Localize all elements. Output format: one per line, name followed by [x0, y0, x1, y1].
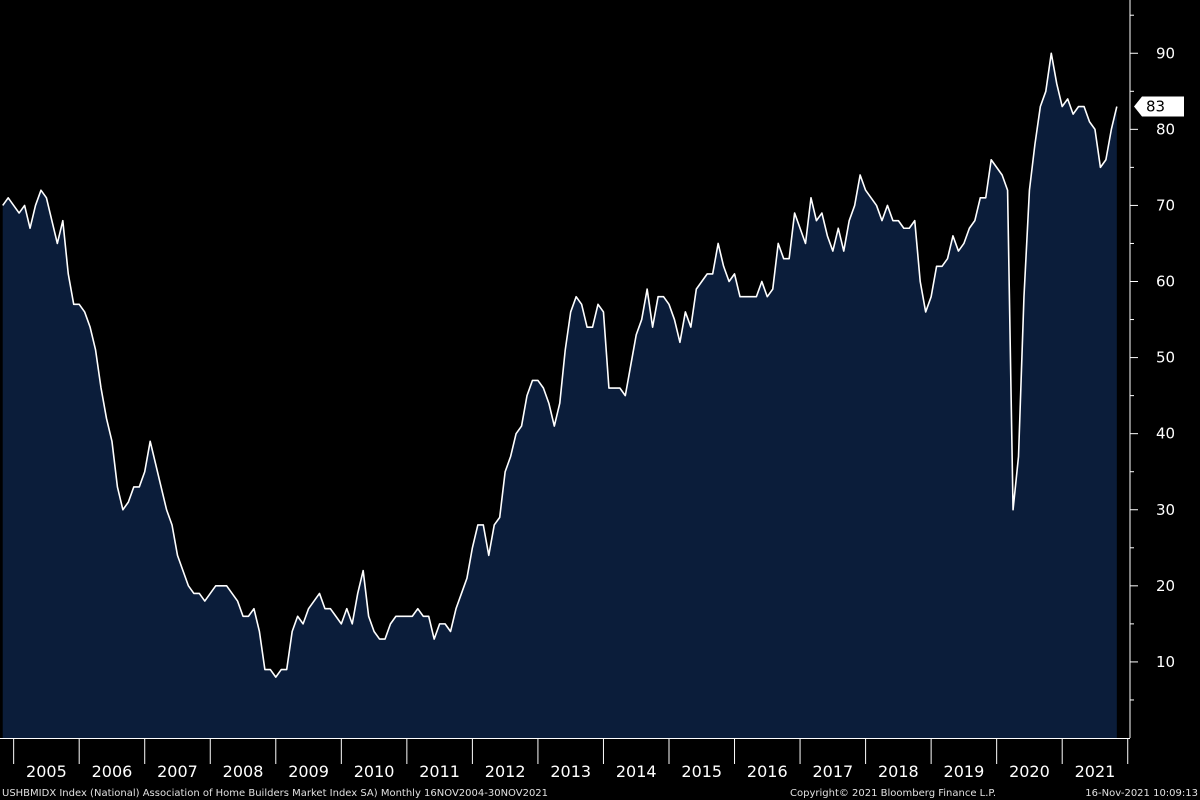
y-tick-label: 30 — [1156, 501, 1175, 519]
y-tick-label: 10 — [1156, 653, 1175, 671]
y-tick-label: 90 — [1156, 44, 1175, 62]
x-tick-label: 2007 — [157, 762, 198, 781]
x-tick-layer: 2005 2006 2007 2008 2009 2010 2011 2012 2013 2014… — [13, 738, 1129, 781]
x-tick-label: 2019 — [944, 762, 985, 781]
x-tick-label: 2011 — [419, 762, 460, 781]
footer-source: USHBMIDX Index (National) Association of… — [2, 788, 548, 799]
y-tick-label: 50 — [1156, 349, 1175, 367]
last-value-tag — [1134, 96, 1184, 117]
area-layer — [2, 53, 1117, 738]
x-tick-label: 2017 — [812, 762, 853, 781]
x-tick-label: 2015 — [681, 762, 722, 781]
x-tick-label: 2016 — [747, 762, 788, 781]
x-tick-label: 2005 — [26, 762, 67, 781]
y-tick-label: 60 — [1156, 273, 1175, 291]
x-tick-label: 2013 — [550, 762, 591, 781]
footer-timestamp: 16-Nov-2021 10:09:13 — [1085, 788, 1198, 799]
x-tick-label: 2010 — [354, 762, 395, 781]
x-tick-label: 2006 — [92, 762, 133, 781]
x-tick-label: 2014 — [616, 762, 657, 781]
x-tick-label: 2009 — [288, 762, 329, 781]
line-layer — [2, 52, 1118, 678]
x-tick-label: 2008 — [223, 762, 264, 781]
y-tick-layer: 10 20 30 40 50 60 70 80 90 — [1130, 14, 1175, 701]
area-fill — [2, 53, 1117, 738]
x-tick-label: 2020 — [1009, 762, 1050, 781]
y-tick-label: 80 — [1156, 120, 1175, 138]
last-value-layer: 83 — [1134, 96, 1184, 117]
footer-copyright: Copyright© 2021 Bloomberg Finance L.P. — [790, 788, 996, 799]
axis-layer — [0, 0, 1131, 739]
y-tick-label: 40 — [1156, 425, 1175, 443]
last-value-label: 83 — [1146, 98, 1165, 116]
x-tick-label: 2018 — [878, 762, 919, 781]
x-tick-label: 2012 — [485, 762, 526, 781]
series-line — [2, 52, 1118, 678]
y-tick-label: 20 — [1156, 577, 1175, 595]
y-tick-label: 70 — [1156, 196, 1175, 214]
x-tick-label: 2021 — [1075, 762, 1116, 781]
